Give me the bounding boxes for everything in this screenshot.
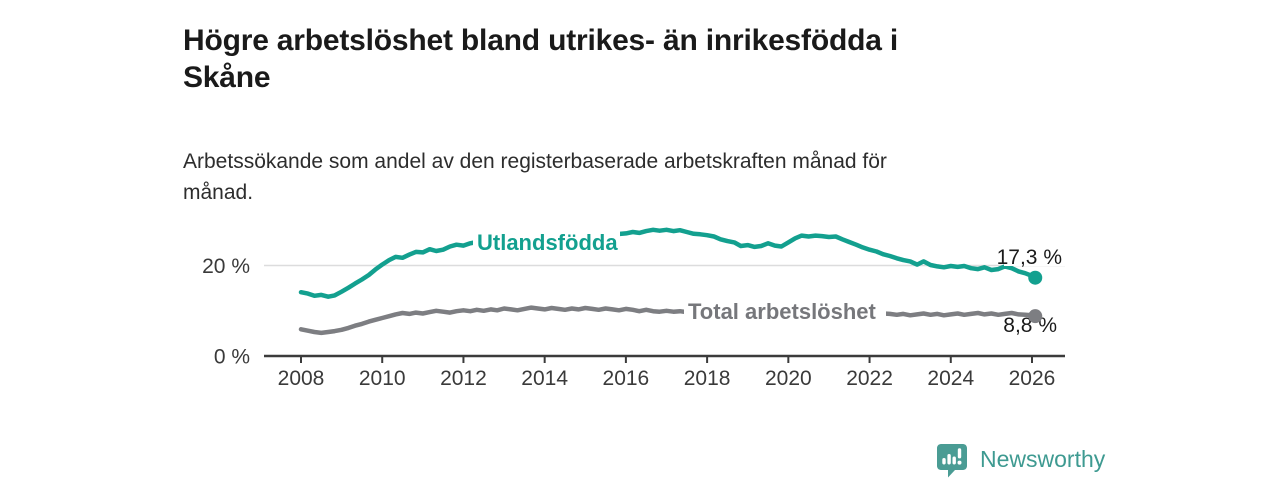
x-tick-label-2016: 2016 [603, 367, 650, 390]
label-mask-1 [684, 300, 886, 324]
label-mask-0 [473, 231, 620, 255]
newsworthy-logo-icon [937, 444, 967, 478]
x-tick-label-2020: 2020 [765, 367, 812, 390]
y-tick-label-0: 0 % [214, 346, 250, 369]
newsworthy-brand-link[interactable]: Newsworthy [933, 440, 1105, 478]
x-tick-label-2014: 2014 [521, 367, 568, 390]
series-label-0: Utlandsfödda [477, 230, 618, 255]
x-tick-label-2026: 2026 [1009, 367, 1056, 390]
x-tick-label-2022: 2022 [846, 367, 893, 390]
end-label-mask-0 [1004, 250, 1066, 266]
x-tick-label-2012: 2012 [440, 367, 487, 390]
series-line-0 [298, 227, 1038, 299]
x-tick-label-2010: 2010 [359, 367, 406, 390]
newsworthy-brand-text: Newsworthy [980, 445, 1106, 472]
chart-subtitle: Arbetssökande som andel av den registerb… [183, 150, 887, 204]
x-tick-label-2024: 2024 [927, 367, 974, 390]
end-value-label-1: 8,8 % [1003, 314, 1057, 337]
series-line-1 [298, 305, 1038, 336]
series-end-dot-0 [1028, 270, 1043, 285]
x-tick-label-2018: 2018 [684, 367, 731, 390]
chart-title: Högre arbetslöshet bland utrikes- än inr… [183, 24, 898, 95]
series-label-1: Total arbetslöshet [688, 299, 877, 324]
series-end-dot-1 [1028, 309, 1043, 324]
x-tick-label-2008: 2008 [278, 367, 325, 390]
end-value-label-0: 17,3 % [997, 246, 1062, 269]
y-tick-label-20: 20 % [202, 255, 250, 278]
